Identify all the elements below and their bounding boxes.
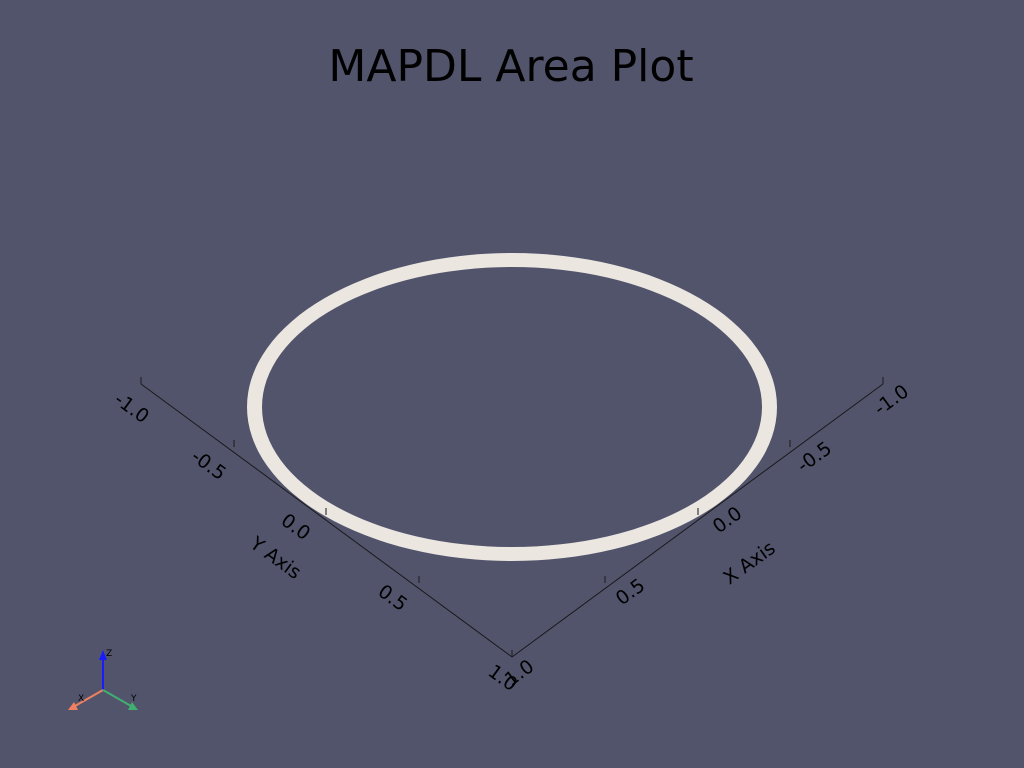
y-tick-label: -0.5	[187, 445, 230, 485]
triad-z-arrowhead	[99, 650, 107, 660]
y-tick-label: 0.5	[374, 580, 411, 616]
x-axis-line	[511, 383, 884, 658]
y-tick-label: -1.0	[110, 388, 153, 428]
triad-y-arrowhead	[128, 702, 138, 710]
x-tick-label: -1.0	[870, 380, 913, 420]
x-axis: -1.0 -0.5 0.0 0.5 1.0 X Axis	[501, 377, 913, 691]
triad-x-arrowhead	[68, 702, 78, 710]
x-axis-title: X Axis	[719, 537, 779, 589]
x-axis-ticks	[511, 377, 884, 657]
triad-x-label: X	[78, 694, 84, 704]
y-axis: -1.0 -0.5 0.0 0.5 1.0 Y Axis	[110, 377, 521, 696]
triad-y-axis	[102, 689, 132, 707]
triad-y-label: Y	[130, 694, 137, 704]
y-tick-label: 0.0	[277, 509, 314, 545]
orientation-triad: Z X Y	[68, 649, 138, 710]
y-axis-ticks	[140, 377, 513, 657]
plot-title: MAPDL Area Plot	[328, 41, 693, 92]
y-axis-line	[140, 383, 513, 658]
x-tick-label: -0.5	[793, 437, 836, 477]
triad-z-label: Z	[106, 649, 112, 659]
triad-x-axis	[74, 689, 104, 707]
